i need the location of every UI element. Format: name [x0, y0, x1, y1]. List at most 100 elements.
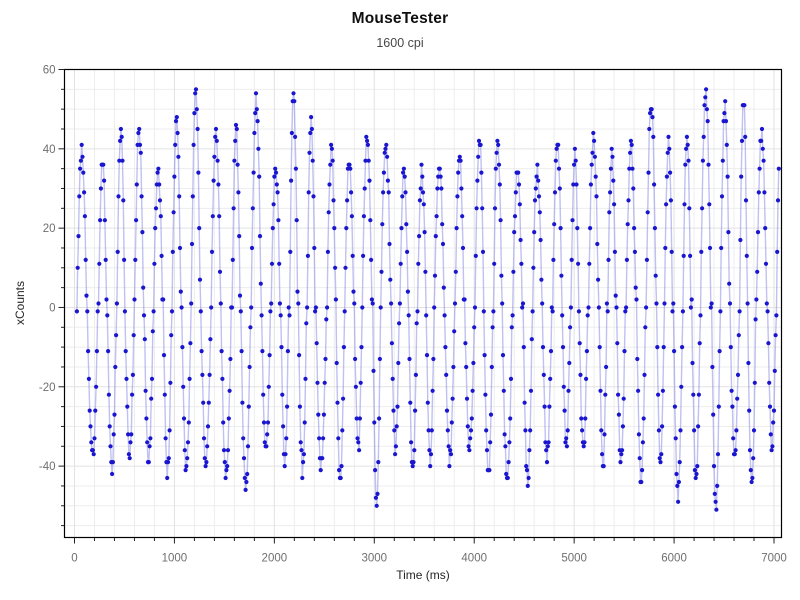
data-point: [147, 444, 152, 449]
data-point: [74, 309, 79, 314]
data-point: [329, 142, 334, 147]
data-point: [609, 146, 614, 151]
data-point: [203, 464, 208, 469]
data-point: [733, 448, 738, 453]
data-point: [126, 432, 131, 437]
data-point: [130, 392, 135, 397]
data-point: [324, 317, 329, 322]
data-point: [142, 337, 147, 342]
data-point: [196, 170, 201, 175]
data-point: [416, 261, 421, 266]
data-point: [363, 158, 368, 163]
data-point: [272, 174, 277, 179]
data-point: [627, 166, 632, 171]
data-point: [516, 170, 521, 175]
data-point: [253, 91, 259, 96]
data-point: [420, 190, 426, 195]
data-point: [437, 166, 442, 171]
data-point: [380, 222, 385, 227]
data-point: [433, 234, 438, 239]
data-point: [426, 428, 431, 433]
data-point: [591, 130, 596, 136]
data-point: [674, 471, 679, 477]
data-point: [438, 174, 443, 179]
data-point: [162, 392, 167, 397]
data-point: [772, 368, 777, 373]
data-point: [650, 115, 655, 120]
data-point: [113, 364, 118, 370]
data-point: [493, 166, 498, 171]
data-point: [395, 404, 400, 409]
data-point: [223, 475, 228, 481]
data-point: [330, 158, 335, 163]
data-point: [297, 353, 302, 358]
data-point: [613, 293, 618, 298]
data-point: [102, 218, 107, 223]
data-point: [683, 162, 688, 167]
data-point: [428, 452, 434, 457]
data-point: [155, 170, 160, 175]
data-point: [756, 190, 761, 195]
data-point: [92, 436, 97, 441]
data-point: [364, 134, 369, 139]
data-point: [143, 388, 148, 393]
data-point: [460, 214, 465, 219]
data-point: [464, 364, 469, 370]
data-point: [738, 237, 743, 243]
data-point: [117, 158, 122, 163]
data-point: [608, 166, 614, 171]
data-point: [735, 396, 740, 401]
y-tick-label: 60: [43, 65, 56, 77]
data-point: [716, 404, 721, 409]
data-point: [432, 305, 437, 310]
data-point: [610, 154, 615, 159]
data-point: [180, 345, 185, 350]
data-point: [665, 150, 670, 155]
data-point: [444, 372, 449, 377]
data-point: [504, 471, 509, 477]
data-point: [531, 265, 536, 270]
data-point: [274, 182, 279, 187]
data-point: [365, 142, 370, 147]
data-point: [507, 440, 512, 445]
data-point: [370, 301, 375, 306]
data-point: [517, 202, 522, 207]
data-point: [435, 186, 440, 191]
data-point: [667, 146, 672, 151]
data-point: [264, 444, 269, 449]
data-point: [527, 448, 532, 453]
data-point: [612, 202, 617, 207]
data-point: [690, 360, 695, 366]
data-point: [249, 305, 254, 310]
data-point: [182, 448, 187, 453]
data-point: [325, 305, 330, 310]
data-point: [456, 170, 461, 175]
data-point: [567, 360, 572, 366]
data-point: [289, 130, 294, 136]
data-point: [666, 134, 671, 139]
data-point: [118, 126, 123, 132]
data-point: [176, 154, 181, 159]
data-point: [539, 277, 544, 282]
data-point: [755, 269, 760, 274]
data-point: [342, 309, 347, 314]
data-point: [161, 353, 167, 358]
data-point: [618, 460, 623, 465]
data-point: [300, 475, 305, 481]
data-point: [676, 499, 681, 504]
data-point: [255, 119, 260, 124]
data-point: [754, 297, 759, 302]
data-point: [679, 384, 684, 389]
data-point: [163, 436, 168, 441]
data-point: [572, 162, 577, 167]
data-point: [466, 444, 471, 449]
data-point: [576, 309, 582, 314]
data-point: [173, 119, 179, 124]
data-point: [648, 111, 653, 116]
data-point: [578, 372, 583, 377]
data-point: [123, 349, 128, 354]
data-point: [702, 103, 707, 108]
data-point: [130, 372, 135, 377]
y-tick-label: 0: [49, 302, 55, 314]
data-point: [706, 162, 711, 167]
